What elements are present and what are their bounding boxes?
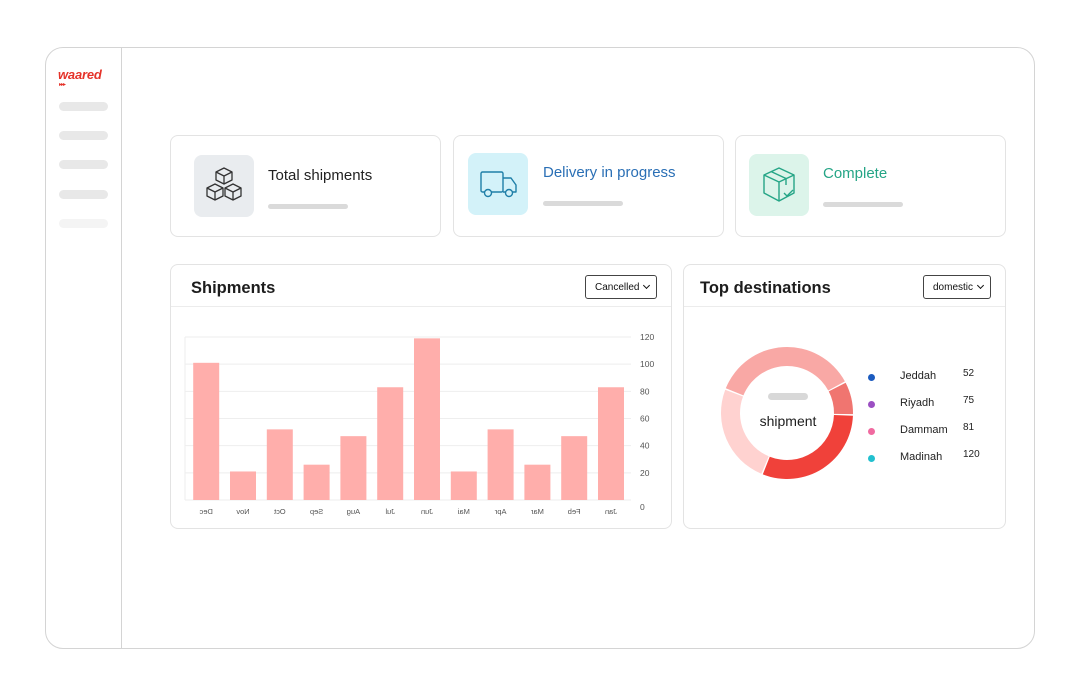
card-title: Delivery in progress <box>543 164 676 181</box>
truck-icon <box>468 153 528 215</box>
complete-card[interactable]: Complete <box>735 135 1006 237</box>
legend-label: Riyadh <box>900 397 935 409</box>
divider <box>684 306 1005 307</box>
card-title: Complete <box>823 165 888 182</box>
legend-item: Dammam 81 <box>868 422 978 438</box>
value-placeholder-bar <box>543 201 623 206</box>
legend-value: 52 <box>963 368 975 379</box>
y-tick-label: 20 <box>640 468 650 478</box>
y-tick-label: 60 <box>640 414 650 424</box>
bar <box>193 362 220 500</box>
x-tick-label: Sep <box>310 507 323 516</box>
x-tick-label: Dec <box>199 507 213 516</box>
legend-dot <box>868 428 875 435</box>
x-tick-label: Jan <box>605 507 617 516</box>
bar <box>561 436 588 500</box>
divider <box>171 306 671 307</box>
dropdown-value: domestic <box>933 281 974 293</box>
value-placeholder-bar <box>268 204 348 209</box>
legend-dot <box>868 401 875 408</box>
donut-placeholder-bar <box>768 393 808 400</box>
y-tick-label: 40 <box>640 441 650 451</box>
package-check-icon <box>749 154 809 216</box>
sidebar-item-4[interactable] <box>59 190 108 199</box>
donut-segment <box>828 382 853 415</box>
chevron-down-icon <box>976 281 985 290</box>
x-tick-label: Aug <box>347 507 360 516</box>
scope-filter-dropdown[interactable]: domestic <box>923 275 992 299</box>
donut-segment <box>725 347 845 396</box>
x-tick-label: Apr <box>494 507 506 516</box>
shipments-bar-chart: 0 20 40 60 80 100 120 Jan Feb Mar Apr Mai Jun Jul Aug S… <box>184 332 654 516</box>
sidebar-item-1[interactable] <box>59 102 108 111</box>
x-tick-label: Jul <box>385 507 395 516</box>
legend-label: Dammam <box>900 424 948 436</box>
sidebar: waared ▸▸▸ <box>46 48 122 648</box>
boxes-icon <box>194 155 254 217</box>
bar <box>377 387 404 500</box>
x-tick-label: Mar <box>530 507 543 516</box>
sidebar-item-2[interactable] <box>59 131 108 140</box>
x-tick-label: Nov <box>236 507 250 516</box>
legend-value: 75 <box>963 395 975 406</box>
legend-label: Madinah <box>900 451 943 463</box>
y-tick-label: 0 <box>640 502 645 512</box>
x-tick-label: Oct <box>273 507 286 516</box>
bar <box>303 464 330 500</box>
value-placeholder-bar <box>823 202 903 207</box>
bar <box>487 429 514 500</box>
shipments-panel: Shipments Cancelled 0 20 40 60 80 100 120 Jan Fe… <box>170 264 672 529</box>
legend-item: Madinah 120 <box>868 449 980 465</box>
legend-label: Jeddah <box>900 370 937 382</box>
donut-segment <box>762 414 853 479</box>
total-shipments-card[interactable]: Total shipments <box>170 135 441 237</box>
x-tick-label: Mai <box>457 507 469 516</box>
sidebar-item-3[interactable] <box>59 160 108 169</box>
legend-value: 120 <box>963 449 980 460</box>
donut-segment <box>721 389 769 474</box>
top-destinations-panel: Top destinations domestic shipment Jedda… <box>683 264 1006 529</box>
donut-center-label: shipment <box>759 413 817 429</box>
y-tick-label: 100 <box>640 359 654 369</box>
logo-arrows: ▸▸▸ <box>59 82 66 88</box>
destinations-donut-chart <box>721 347 853 479</box>
x-tick-label: Feb <box>568 507 581 516</box>
bar <box>414 338 440 500</box>
bar <box>340 436 367 500</box>
sidebar-item-5[interactable] <box>59 219 108 228</box>
bar <box>524 464 551 500</box>
legend-dot <box>868 455 875 462</box>
legend-value: 81 <box>963 422 975 433</box>
legend-item: Riyadh 75 <box>868 395 978 411</box>
y-tick-label: 120 <box>640 332 654 342</box>
x-tick-label: Jun <box>421 507 433 516</box>
bar <box>266 429 293 500</box>
card-title: Total shipments <box>268 167 373 184</box>
waared-logo[interactable]: waared <box>58 67 102 82</box>
legend-dot <box>868 374 875 381</box>
panel-title: Shipments <box>191 279 276 297</box>
bar <box>230 471 256 500</box>
app-window: waared ▸▸▸ Total shipments Delivery <box>45 47 1035 649</box>
y-tick-label: 80 <box>640 386 650 396</box>
legend-item: Jeddah 52 <box>868 368 978 384</box>
panel-title: Top destinations <box>700 279 831 297</box>
bar <box>450 471 477 500</box>
chevron-down-icon <box>643 281 651 290</box>
bar <box>598 387 624 500</box>
status-filter-dropdown[interactable]: Cancelled <box>585 275 658 299</box>
delivery-in-progress-card[interactable]: Delivery in progress <box>453 135 724 237</box>
dropdown-value: Cancelled <box>595 281 640 293</box>
